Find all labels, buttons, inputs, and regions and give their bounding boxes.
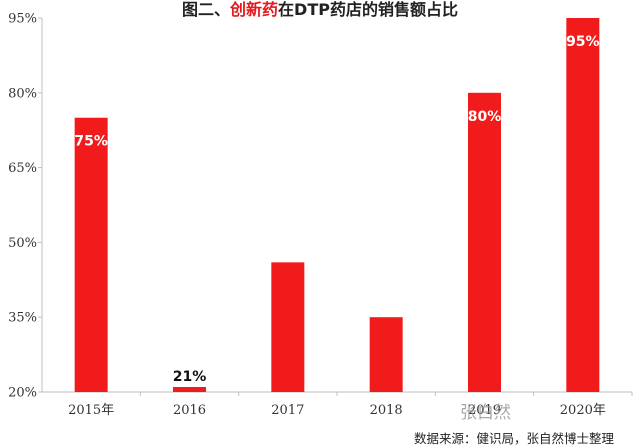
title-highlight: 创新药 (230, 0, 279, 19)
bar (369, 317, 403, 392)
x-tick-label: 2016 (173, 403, 206, 418)
bar (468, 92, 501, 393)
data-label: 21% (173, 369, 207, 385)
title-suffix: 在DTP药店的销售额占比 (278, 0, 458, 19)
x-tick-label: 2019 (468, 403, 501, 418)
watermark: 张白然 (460, 403, 511, 423)
y-tick-label: 20% (8, 386, 37, 401)
x-tick-label: 2017 (271, 403, 304, 418)
x-tick-label: 2020年 (560, 403, 606, 418)
bar (271, 262, 305, 392)
y-tick-label: 35% (8, 311, 37, 326)
data-label: 95% (566, 34, 600, 50)
x-tick-label: 2018 (370, 403, 403, 418)
bar (74, 117, 108, 392)
data-label: 75% (74, 134, 108, 150)
y-tick-label: 80% (8, 86, 37, 101)
bar (566, 18, 600, 392)
y-tick-label: 65% (8, 161, 37, 176)
x-tick-label: 2015年 (68, 403, 114, 418)
y-tick-label: 95% (8, 12, 37, 27)
source-note: 数据来源：健识局，张自然博士整理 (413, 431, 614, 446)
bar (173, 387, 206, 392)
y-tick-label: 50% (8, 236, 37, 251)
data-label: 80% (468, 109, 502, 125)
chart-title: 图二、创新药在DTP药店的销售额占比 (0, 0, 640, 20)
title-prefix: 图二、 (182, 0, 231, 19)
